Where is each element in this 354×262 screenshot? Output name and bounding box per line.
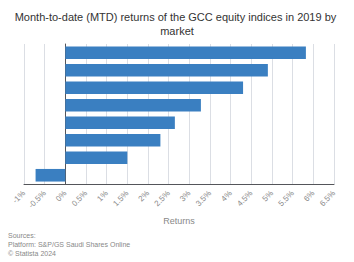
svg-text:-0.5%: -0.5%: [27, 189, 48, 210]
svg-text:4%: 4%: [219, 189, 234, 204]
svg-text:Returns: Returns: [163, 216, 195, 226]
svg-text:1.5%: 1.5%: [111, 189, 130, 208]
svg-text:Sources:: Sources:: [8, 232, 36, 239]
svg-text:5%: 5%: [261, 189, 276, 204]
svg-text:6%: 6%: [302, 189, 317, 204]
svg-text:-1%: -1%: [11, 189, 27, 205]
svg-text:© Statista 2024: © Statista 2024: [8, 250, 56, 257]
svg-text:2.5%: 2.5%: [153, 189, 172, 208]
svg-text:3.5%: 3.5%: [194, 189, 213, 208]
svg-text:4.5%: 4.5%: [235, 189, 254, 208]
svg-text:market: market: [160, 25, 194, 37]
svg-text:3%: 3%: [178, 189, 193, 204]
svg-text:Month-to-date (MTD) returns of: Month-to-date (MTD) returns of the GCC e…: [15, 11, 340, 23]
svg-text:1%: 1%: [95, 189, 110, 204]
svg-text:6.5%: 6.5%: [318, 189, 337, 208]
svg-text:Platform: S&P/GS Saudi Shares: Platform: S&P/GS Saudi Shares Online: [8, 241, 130, 248]
svg-text:2%: 2%: [137, 189, 152, 204]
svg-text:0%: 0%: [54, 189, 69, 204]
svg-text:0.5%: 0.5%: [70, 189, 89, 208]
svg-text:5.5%: 5.5%: [277, 189, 296, 208]
